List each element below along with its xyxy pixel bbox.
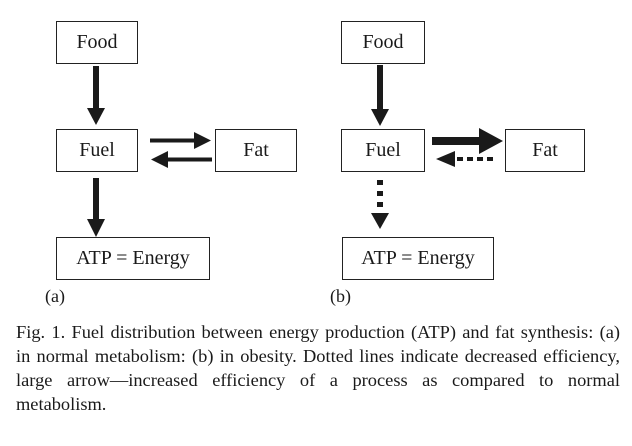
arrow-b-fuel-to-fat-large xyxy=(432,128,503,154)
panel-b-fat-box: Fat xyxy=(505,129,585,172)
panel-a-label: (a) xyxy=(45,286,65,306)
panel-a-fuel-label: Fuel xyxy=(79,139,115,161)
panel-b-fuel-label: Fuel xyxy=(365,139,401,161)
panel-a-food-label: Food xyxy=(76,31,118,53)
panel-b-arrows xyxy=(371,65,503,229)
arrow-b-fuel-to-atp-dotted xyxy=(371,180,389,229)
panel-a-fat-box: Fat xyxy=(215,129,297,172)
panel-a-atp-box: ATP = Energy xyxy=(56,237,210,280)
arrow-b-food-to-fuel xyxy=(371,65,389,126)
arrow-a-fuel-to-fat xyxy=(150,132,211,149)
panel-b-fat-label: Fat xyxy=(532,139,558,161)
arrow-a-food-to-fuel xyxy=(87,66,105,125)
panel-a-food-box: Food xyxy=(56,21,138,64)
panel-b-food-box: Food xyxy=(341,21,425,64)
panel-b-atp-label: ATP = Energy xyxy=(361,247,475,269)
panel-b-label: (b) xyxy=(330,286,351,306)
panel-a-fuel-box: Fuel xyxy=(56,129,138,172)
panel-a-atp-label: ATP = Energy xyxy=(76,247,190,269)
panel-b-fuel-box: Fuel xyxy=(341,129,425,172)
arrow-b-fat-to-fuel-dotted xyxy=(436,151,493,167)
panel-b-food-label: Food xyxy=(362,31,404,53)
arrow-a-fat-to-fuel xyxy=(151,151,212,168)
figure-caption: Fig. 1. Fuel distribution between energy… xyxy=(16,322,620,414)
panel-a-fat-label: Fat xyxy=(243,139,269,161)
panel-b-atp-box: ATP = Energy xyxy=(342,237,494,280)
arrow-a-fuel-to-atp xyxy=(87,178,105,237)
panel-a-arrows xyxy=(87,66,212,237)
